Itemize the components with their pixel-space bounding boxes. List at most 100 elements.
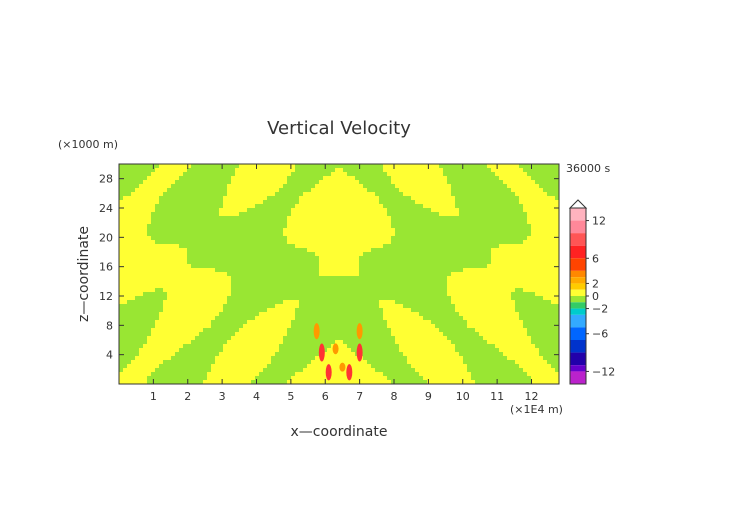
heatmap-cell [363,268,367,272]
heatmap-cell [523,196,527,200]
heatmap-cell [499,320,503,324]
heatmap-cell [267,300,271,304]
heatmap-cell [475,208,479,212]
heatmap-cell [307,296,311,300]
heatmap-cell [247,168,251,172]
heatmap-cell [235,216,239,220]
heatmap-cell [335,204,339,208]
heatmap-cell [323,312,327,316]
heatmap-cell [523,268,527,272]
heatmap-cell [403,188,407,192]
heatmap-cell [243,164,247,168]
heatmap-cell [287,324,291,328]
heatmap-cell [143,184,147,188]
heatmap-cell [323,264,327,268]
heatmap-cell [435,276,439,280]
heatmap-cell [543,252,547,256]
heatmap-cell [175,316,179,320]
heatmap-cell [391,224,395,228]
heatmap-cell [375,280,379,284]
heatmap-cell [419,184,423,188]
heatmap-cell [415,208,419,212]
heatmap-cell [187,280,191,284]
heatmap-cell [307,196,311,200]
heatmap-cell [467,188,471,192]
heatmap-cell [467,272,471,276]
heatmap-cell [167,224,171,228]
heatmap-cell [503,200,507,204]
heatmap-cell [471,296,475,300]
heatmap-cell [123,232,127,236]
heatmap-cell [215,296,219,300]
heatmap-cell [459,240,463,244]
heatmap-cell [243,272,247,276]
heatmap-cell [467,296,471,300]
heatmap-cell [535,304,539,308]
heatmap-cell [375,208,379,212]
heatmap-cell [331,288,335,292]
heatmap-cell [191,240,195,244]
heatmap-cell [235,184,239,188]
heatmap-cell [343,252,347,256]
heatmap-cell [223,208,227,212]
heatmap-cell [151,180,155,184]
heatmap-cell [239,184,243,188]
heatmap-cell [343,244,347,248]
heatmap-cell [511,284,515,288]
heatmap-cell [355,296,359,300]
heatmap-cell [371,300,375,304]
heatmap-cell [467,316,471,320]
heatmap-cell [495,188,499,192]
heatmap-cell [175,312,179,316]
heatmap-cell [179,256,183,260]
heatmap-cell [251,292,255,296]
heatmap-cell [379,208,383,212]
heatmap-cell [531,324,535,328]
heatmap-cell [443,184,447,188]
heatmap-cell [375,168,379,172]
heatmap-cell [535,300,539,304]
heatmap-cell [419,232,423,236]
heatmap-cell [531,320,535,324]
heatmap-cell [151,236,155,240]
heatmap-cell [519,212,523,216]
heatmap-cell [163,228,167,232]
heatmap-cell [139,184,143,188]
heatmap-cell [311,268,315,272]
heatmap-cell [243,320,247,324]
heatmap-cell [535,284,539,288]
heatmap-cell [267,184,271,188]
heatmap-cell [487,316,491,320]
heatmap-cell [123,200,127,204]
heatmap-cell [407,168,411,172]
heatmap-cell [255,224,259,228]
heatmap-cell [447,208,451,212]
heatmap-cell [127,196,131,200]
heatmap-cell [363,320,367,324]
heatmap-cell [143,232,147,236]
heatmap-cell [411,292,415,296]
heatmap-cell [487,172,491,176]
heatmap-cell [471,168,475,172]
heatmap-cell [495,320,499,324]
heatmap-cell [127,212,131,216]
heatmap-cell [155,280,159,284]
heatmap-cell [147,316,151,320]
heatmap-cell [259,240,263,244]
heatmap-cell [435,272,439,276]
heatmap-cell [327,228,331,232]
heatmap-cell [135,192,139,196]
heatmap-cell [519,276,523,280]
heatmap-cell [399,176,403,180]
heatmap-cell [451,164,455,168]
heatmap-cell [443,316,447,320]
heatmap-cell [363,256,367,260]
heatmap-cell [251,248,255,252]
heatmap-cell [291,204,295,208]
heatmap-cell [231,200,235,204]
heatmap-cell [399,228,403,232]
heatmap-cell [531,256,535,260]
heatmap-cell [511,232,515,236]
heatmap-cell [435,296,439,300]
heatmap-cell [263,340,267,344]
